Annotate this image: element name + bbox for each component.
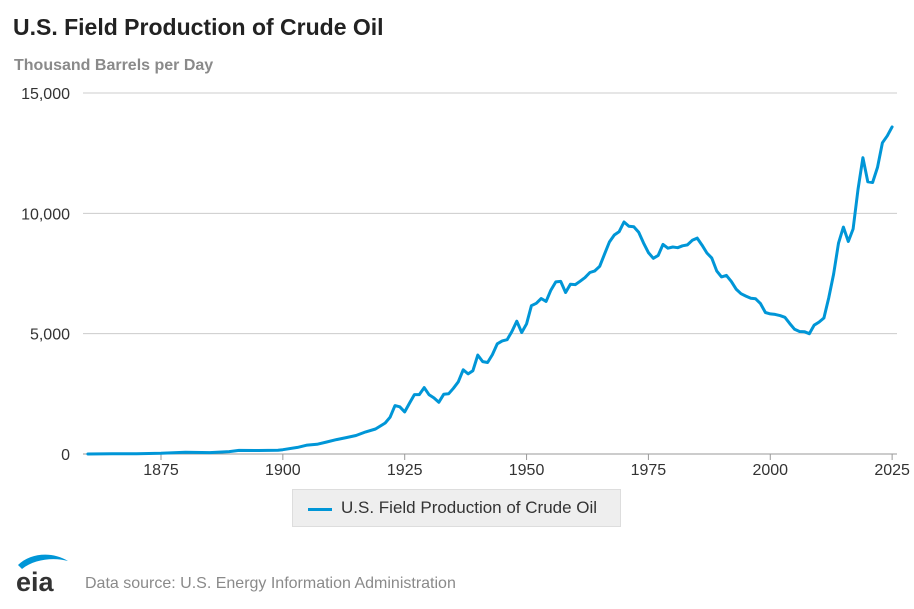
chart-subtitle: Thousand Barrels per Day xyxy=(14,57,214,74)
x-axis: 1875 1900 1925 1950 1975 2000 2025 xyxy=(143,454,910,479)
y-tick-label: 0 xyxy=(61,447,70,464)
gridlines xyxy=(83,92,897,455)
x-tick-label: 1950 xyxy=(509,462,545,479)
x-tick-label: 1875 xyxy=(143,462,179,479)
logo-text: eia xyxy=(16,567,55,595)
legend-label: U.S. Field Production of Crude Oil xyxy=(341,498,598,517)
logo-swoosh-icon xyxy=(18,554,68,569)
x-tick-label: 1900 xyxy=(265,462,301,479)
legend[interactable]: U.S. Field Production of Crude Oil xyxy=(292,489,621,527)
y-tick-label: 10,000 xyxy=(21,206,70,223)
chart-title: U.S. Field Production of Crude Oil xyxy=(13,14,384,40)
y-tick-label: 5,000 xyxy=(30,327,70,344)
series-line[interactable] xyxy=(86,125,894,456)
x-tick-label: 1925 xyxy=(387,462,423,479)
eia-logo-icon: eia xyxy=(16,554,68,595)
x-tick-label: 2025 xyxy=(874,462,910,479)
x-tick-label: 2000 xyxy=(752,462,788,479)
x-tick-label: 1975 xyxy=(631,462,667,479)
legend-swatch xyxy=(308,508,332,511)
y-axis: 0 5,000 10,000 15,000 xyxy=(21,86,70,464)
source-note: Data source: U.S. Energy Information Adm… xyxy=(85,575,456,592)
y-tick-label: 15,000 xyxy=(21,86,70,103)
series-layer xyxy=(86,125,894,456)
